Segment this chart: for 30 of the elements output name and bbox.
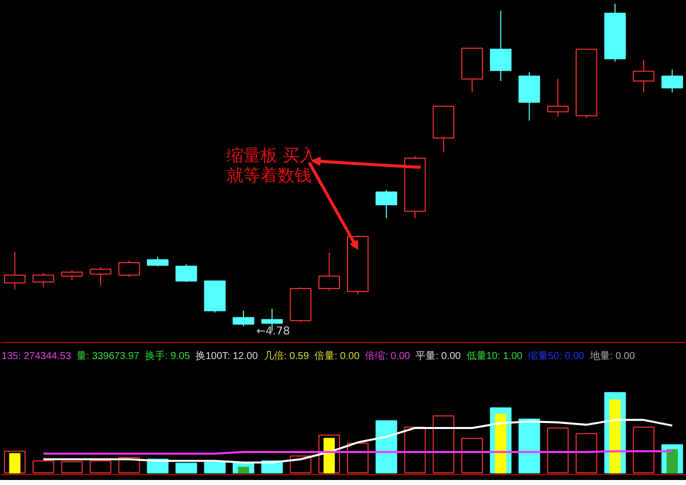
text: 地量: 0.00 xyxy=(588,350,636,362)
text: 换手: 9.05 xyxy=(144,350,190,362)
bar xyxy=(61,461,83,474)
bar xyxy=(547,427,569,474)
bar xyxy=(176,462,198,474)
text: 135: 274344.53 xyxy=(2,351,72,362)
text: 缩量50: 0.00 xyxy=(528,350,585,362)
text: 低量10: 1.00 xyxy=(466,351,523,362)
text: 量: 339673.97 xyxy=(76,351,140,362)
bar xyxy=(32,460,54,474)
annotation: ←4.78 xyxy=(256,324,290,338)
bar xyxy=(204,462,226,474)
bar xyxy=(376,420,398,474)
bar xyxy=(632,426,654,474)
text: 倍量: 0.00 xyxy=(314,350,360,362)
bar xyxy=(90,460,112,474)
text: 换100T: 12.00 xyxy=(196,350,258,362)
candlestick xyxy=(632,59,654,93)
text: 平量: 0.00 xyxy=(416,351,462,362)
text: 倍缩: 0.00 xyxy=(365,350,411,362)
candlestick xyxy=(490,10,512,82)
bar xyxy=(347,442,369,474)
bar xyxy=(404,426,426,474)
bar xyxy=(576,433,598,474)
candlestick xyxy=(4,251,26,290)
bar xyxy=(432,415,454,474)
annotation: 就等着数钱 xyxy=(226,166,312,186)
text: 几倍: 0.59 xyxy=(264,350,310,362)
bar xyxy=(461,438,483,474)
bar xyxy=(518,418,540,474)
